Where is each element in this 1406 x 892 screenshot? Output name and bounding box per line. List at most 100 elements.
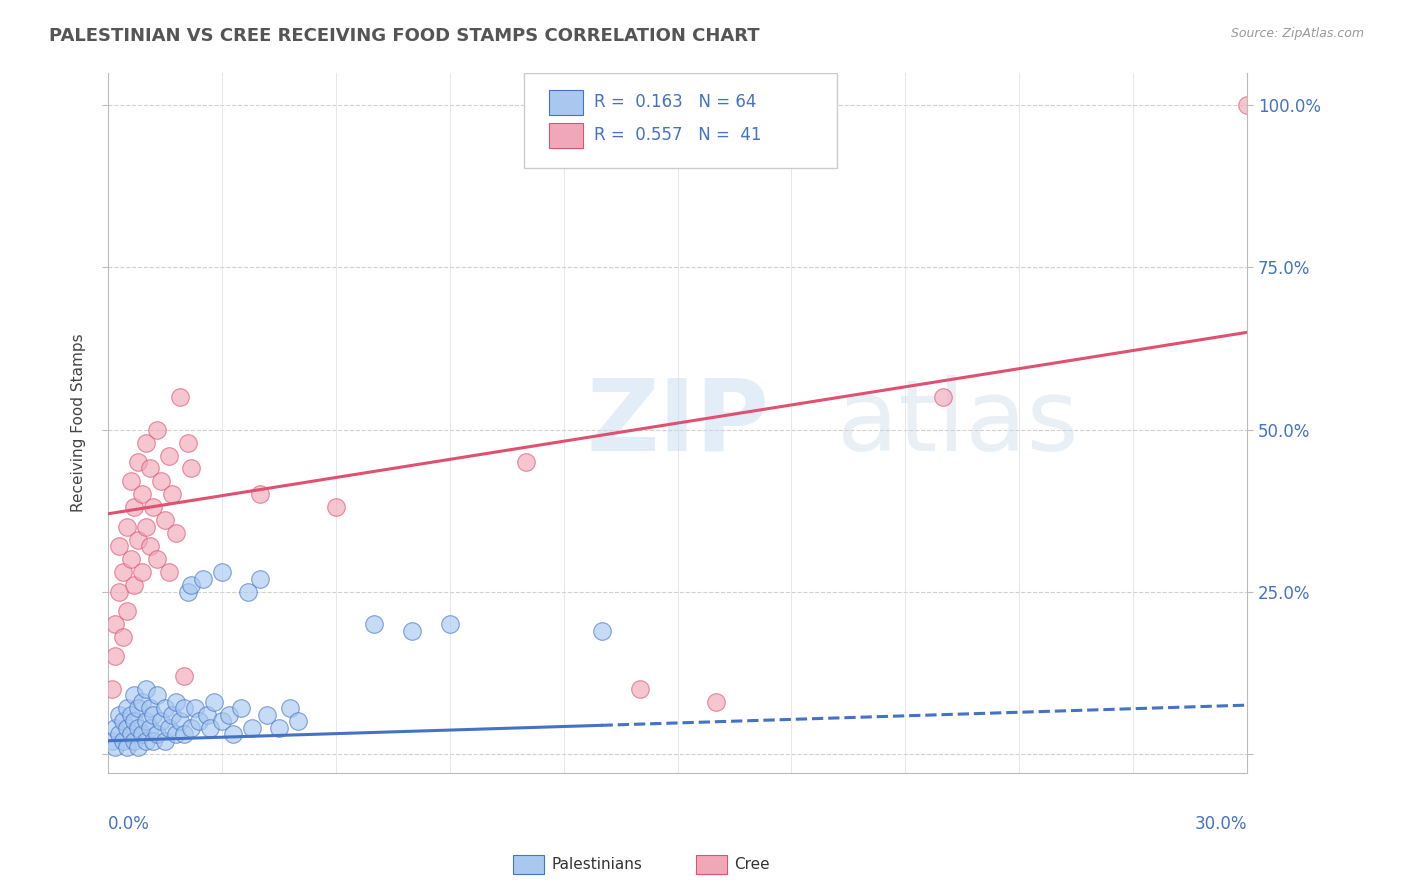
Text: PALESTINIAN VS CREE RECEIVING FOOD STAMPS CORRELATION CHART: PALESTINIAN VS CREE RECEIVING FOOD STAMP… — [49, 27, 759, 45]
Point — [180, 578, 202, 592]
Point — [120, 727, 142, 741]
Point — [169, 714, 191, 729]
Point — [173, 727, 195, 741]
Point — [120, 552, 142, 566]
Point — [162, 487, 184, 501]
Point — [157, 449, 180, 463]
Point — [211, 565, 233, 579]
Point — [278, 701, 301, 715]
Point — [146, 689, 169, 703]
Point — [165, 695, 187, 709]
Point — [238, 584, 260, 599]
Point — [115, 740, 138, 755]
Point — [108, 727, 131, 741]
Point — [211, 714, 233, 729]
Point — [149, 475, 172, 489]
Point — [108, 707, 131, 722]
Point — [184, 701, 207, 715]
Point — [120, 475, 142, 489]
Y-axis label: Receiving Food Stamps: Receiving Food Stamps — [72, 334, 86, 512]
Point — [138, 461, 160, 475]
Point — [932, 390, 955, 404]
Point — [704, 695, 727, 709]
Point — [131, 487, 153, 501]
Text: 0.0%: 0.0% — [108, 815, 149, 833]
Point — [115, 604, 138, 618]
Point — [256, 707, 278, 722]
Point — [138, 701, 160, 715]
Point — [173, 669, 195, 683]
Point — [157, 721, 180, 735]
Point — [135, 435, 157, 450]
Point — [131, 565, 153, 579]
Point — [1236, 98, 1258, 112]
Point — [173, 701, 195, 715]
Point — [180, 461, 202, 475]
Point — [142, 707, 165, 722]
Point — [138, 721, 160, 735]
Point — [104, 721, 127, 735]
Point — [142, 500, 165, 515]
Text: Cree: Cree — [734, 857, 769, 871]
Point — [439, 617, 461, 632]
Point — [146, 552, 169, 566]
Point — [162, 707, 184, 722]
Text: R =  0.163   N = 64: R = 0.163 N = 64 — [595, 94, 756, 112]
Point — [104, 740, 127, 755]
Point — [157, 565, 180, 579]
Point — [628, 681, 651, 696]
Point — [138, 539, 160, 553]
Point — [124, 733, 146, 747]
FancyBboxPatch shape — [548, 123, 583, 148]
Point — [124, 689, 146, 703]
Point — [249, 487, 271, 501]
Point — [249, 572, 271, 586]
Point — [149, 714, 172, 729]
Point — [111, 733, 134, 747]
Point — [176, 584, 198, 599]
Point — [180, 721, 202, 735]
Point — [100, 681, 122, 696]
Text: ZIP: ZIP — [586, 375, 769, 472]
Point — [200, 721, 222, 735]
Point — [124, 714, 146, 729]
Point — [187, 714, 209, 729]
Point — [153, 733, 176, 747]
Point — [153, 701, 176, 715]
Point — [222, 727, 245, 741]
Point — [115, 721, 138, 735]
Point — [124, 500, 146, 515]
Point — [115, 701, 138, 715]
Point — [267, 721, 290, 735]
Text: 30.0%: 30.0% — [1195, 815, 1247, 833]
Point — [108, 584, 131, 599]
Point — [127, 701, 149, 715]
FancyBboxPatch shape — [548, 90, 583, 115]
Point — [146, 727, 169, 741]
Point — [142, 733, 165, 747]
Point — [146, 423, 169, 437]
Point — [515, 455, 537, 469]
Point — [124, 578, 146, 592]
Text: Source: ZipAtlas.com: Source: ZipAtlas.com — [1230, 27, 1364, 40]
Point — [104, 649, 127, 664]
Text: Palestinians: Palestinians — [551, 857, 643, 871]
Point — [401, 624, 423, 638]
Point — [111, 714, 134, 729]
Point — [191, 572, 214, 586]
Point — [135, 733, 157, 747]
Point — [120, 707, 142, 722]
Point — [176, 435, 198, 450]
Point — [363, 617, 385, 632]
Point — [325, 500, 347, 515]
Point — [127, 455, 149, 469]
Point — [135, 714, 157, 729]
Point — [153, 513, 176, 527]
Point — [104, 617, 127, 632]
Point — [229, 701, 252, 715]
Point — [202, 695, 225, 709]
Point — [131, 727, 153, 741]
Point — [127, 740, 149, 755]
Text: R =  0.557   N =  41: R = 0.557 N = 41 — [595, 127, 762, 145]
Point — [131, 695, 153, 709]
